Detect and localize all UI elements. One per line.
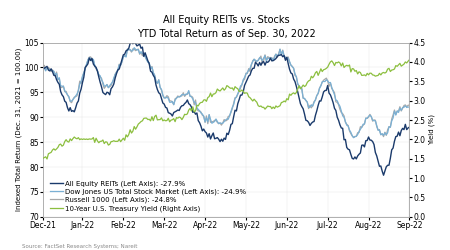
Legend: All Equity REITs (Left Axis): -27.9%, Dow Jones US Total Stock Market (Left Axis: All Equity REITs (Left Axis): -27.9%, Do… (50, 180, 247, 212)
Title: All Equity REITs vs. Stocks
YTD Total Return as of Sep. 30, 2022: All Equity REITs vs. Stocks YTD Total Re… (137, 15, 315, 39)
Text: Source: FactSet Research Systems; Nareit: Source: FactSet Research Systems; Nareit (22, 244, 138, 249)
Y-axis label: Yield (%): Yield (%) (428, 114, 435, 145)
Y-axis label: Indexed Total Return (Dec. 31, 2021 = 100.00): Indexed Total Return (Dec. 31, 2021 = 10… (15, 48, 22, 211)
